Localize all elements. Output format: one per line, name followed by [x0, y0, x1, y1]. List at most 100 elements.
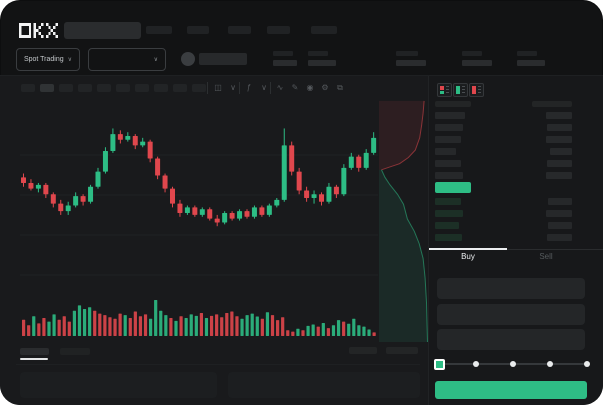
- timeframe-pill[interactable]: [21, 84, 35, 92]
- book-view-asks-icon[interactable]: [469, 83, 484, 97]
- ask-row-price[interactable]: [435, 136, 461, 143]
- buy-button[interactable]: [435, 381, 587, 399]
- timeframe-pill[interactable]: [40, 84, 54, 92]
- timeframe-pill[interactable]: [154, 84, 168, 92]
- icon-glyph: [440, 86, 444, 94]
- ask-row-price[interactable]: [435, 112, 465, 119]
- orderbook-col-header-price: [435, 101, 471, 107]
- market-header: Spot Trading ∨ ∨: [0, 46, 603, 76]
- bid-row-amount[interactable]: [548, 198, 572, 205]
- bottom-tab-underline: [20, 358, 48, 360]
- stat-label-placeholder: [462, 51, 482, 56]
- divider: [239, 82, 240, 94]
- nav-item-placeholder[interactable]: [187, 26, 209, 34]
- orders-panel-placeholder: [20, 372, 217, 398]
- slider-stop-dot[interactable]: [473, 361, 479, 367]
- timeframe-pill[interactable]: [192, 84, 206, 92]
- stat-value-placeholder: [517, 60, 545, 66]
- search-input[interactable]: [64, 22, 141, 39]
- candle-style-icon[interactable]: ◫: [214, 83, 222, 92]
- trendline-icon[interactable]: ∿: [276, 83, 284, 92]
- nav-item-placeholder[interactable]: [228, 26, 251, 34]
- bid-row-price[interactable]: [435, 234, 462, 241]
- okx-logo-icon[interactable]: [19, 23, 58, 38]
- stat-label-placeholder: [396, 51, 418, 56]
- slider-stop-dot[interactable]: [584, 361, 590, 367]
- buy-tab-indicator: [429, 248, 507, 250]
- bottom-tab[interactable]: [60, 348, 90, 355]
- timeframe-pill[interactable]: [116, 84, 130, 92]
- camera-icon[interactable]: ◉: [306, 83, 314, 92]
- ask-row-amount[interactable]: [546, 112, 572, 119]
- ask-row-price[interactable]: [435, 148, 456, 155]
- nav-item-placeholder[interactable]: [311, 26, 337, 34]
- amount-field[interactable]: [437, 304, 585, 325]
- icon-glyph: [472, 86, 476, 94]
- slider-handle[interactable]: [434, 359, 445, 370]
- icon-glyph: [456, 86, 460, 94]
- ask-row-amount[interactable]: [546, 172, 572, 179]
- depth-chart[interactable]: [379, 96, 428, 342]
- ask-row-amount[interactable]: [547, 124, 572, 131]
- pair-name-placeholder[interactable]: [199, 53, 247, 65]
- chevron-down-icon: ∨: [67, 56, 73, 63]
- stat-value-placeholder: [462, 60, 492, 66]
- bid-row-price[interactable]: [435, 198, 461, 205]
- stat-label-placeholder: [517, 51, 537, 56]
- orderbook-col-header-amount: [532, 101, 572, 107]
- top-nav-bar: [0, 0, 603, 46]
- market-mode-dropdown[interactable]: Spot Trading ∨: [16, 48, 80, 71]
- bid-row-price[interactable]: [435, 222, 459, 229]
- stat-label-placeholder: [273, 51, 293, 56]
- last-price-row[interactable]: [435, 182, 471, 193]
- tab-sell[interactable]: Sell: [539, 252, 553, 261]
- ask-row-price[interactable]: [435, 172, 463, 179]
- nav-item-placeholder[interactable]: [146, 26, 172, 34]
- stat-value-placeholder: [396, 60, 426, 66]
- ask-row-amount[interactable]: [547, 160, 572, 167]
- pair-dropdown[interactable]: ∨: [88, 48, 166, 71]
- indicators-icon[interactable]: ƒ: [246, 83, 252, 92]
- bid-row-amount[interactable]: [547, 234, 572, 241]
- book-view-both-icon[interactable]: [437, 83, 452, 97]
- nav-item-placeholder[interactable]: [267, 26, 290, 34]
- total-field[interactable]: [437, 329, 585, 350]
- timeframe-pill[interactable]: [78, 84, 92, 92]
- stat-value-placeholder: [273, 60, 297, 66]
- market-mode-label: Spot Trading: [23, 56, 64, 63]
- divider: [0, 75, 603, 76]
- chevron-down-icon[interactable]: ∨: [230, 83, 236, 92]
- timeframe-pill[interactable]: [173, 84, 187, 92]
- tab-buy[interactable]: Buy: [461, 252, 475, 261]
- bid-row-amount[interactable]: [548, 222, 572, 229]
- slider-stop-dot[interactable]: [547, 361, 553, 367]
- ask-row-amount[interactable]: [550, 148, 572, 155]
- bottom-action-placeholder[interactable]: [349, 347, 377, 354]
- divider: [429, 249, 603, 250]
- chevron-down-icon[interactable]: ∨: [261, 83, 267, 92]
- slider-stop-dot[interactable]: [510, 361, 516, 367]
- ask-row-amount[interactable]: [546, 136, 572, 143]
- ask-row-price[interactable]: [435, 160, 461, 167]
- bid-row-amount[interactable]: [546, 210, 572, 217]
- orderbook-panel: Buy Sell: [428, 76, 603, 405]
- bottom-action-placeholder[interactable]: [386, 347, 418, 354]
- timeframe-pill[interactable]: [59, 84, 73, 92]
- stat-label-placeholder: [308, 51, 328, 56]
- volume-group: [22, 300, 376, 336]
- divider: [207, 82, 208, 94]
- timeframe-pill[interactable]: [135, 84, 149, 92]
- settings-icon[interactable]: ⚙: [321, 83, 329, 92]
- history-panel-placeholder: [228, 372, 420, 398]
- draw-icon[interactable]: ✎: [291, 83, 299, 92]
- fullscreen-icon[interactable]: ⧉: [337, 83, 343, 92]
- bid-row-price[interactable]: [435, 210, 463, 217]
- ask-row-price[interactable]: [435, 124, 463, 131]
- chevron-down-icon: ∨: [153, 56, 158, 63]
- timeframe-pill[interactable]: [97, 84, 111, 92]
- book-view-bids-icon[interactable]: [453, 83, 468, 97]
- price-chart[interactable]: [20, 100, 378, 340]
- price-field[interactable]: [437, 278, 585, 299]
- bottom-tab-active[interactable]: [20, 348, 49, 355]
